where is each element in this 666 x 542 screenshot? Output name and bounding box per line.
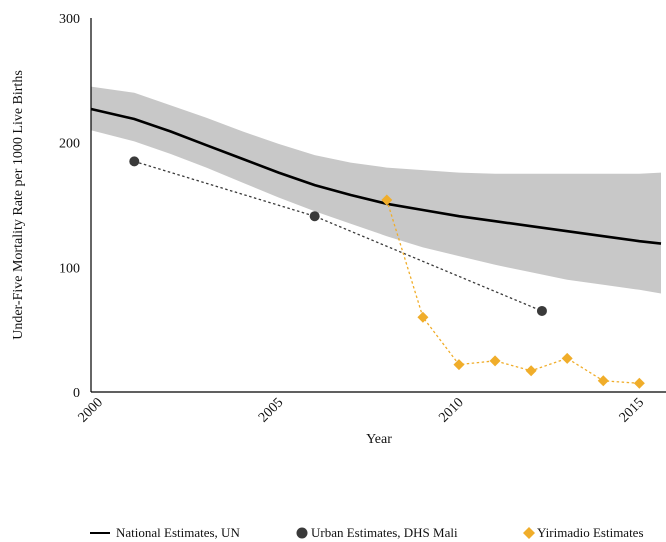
yirimadio-point — [453, 359, 465, 371]
yirimadio-point — [525, 365, 537, 377]
yirimadio-point — [489, 355, 501, 367]
legend-marker-urban — [296, 527, 308, 539]
yirimadio-point — [381, 194, 393, 206]
yirimadio-point — [561, 352, 573, 364]
x-tick-label: 2010 — [436, 395, 466, 425]
legend-label-yirimadio: Yirimadio Estimates — [537, 525, 644, 540]
y-tick-label: 300 — [59, 12, 80, 27]
yirimadio-point — [417, 311, 429, 323]
yirimadio-point — [597, 375, 609, 387]
y-tick-label: 100 — [59, 261, 80, 276]
y-tick-label: 0 — [73, 386, 80, 401]
y-axis-title: Under-Five Mortality Rate per 1000 Live … — [11, 70, 26, 340]
x-tick-label: 2005 — [256, 395, 286, 425]
legend-marker-yirimadio — [523, 527, 535, 539]
urban-point — [536, 305, 547, 316]
axes — [90, 18, 666, 393]
urban-point — [129, 156, 140, 167]
legend-label-urban: Urban Estimates, DHS Mali — [311, 525, 458, 540]
y-tick-label: 200 — [59, 137, 80, 152]
national-confidence-band — [91, 86, 661, 294]
confidence-band-layer — [91, 86, 661, 294]
yirimadio-estimates-line — [386, 199, 640, 384]
x-axis-title: Year — [366, 432, 392, 447]
series-markers — [129, 156, 645, 389]
x-tick-label: 2015 — [617, 395, 647, 425]
urban-point — [309, 211, 320, 222]
legend-label-national: National Estimates, UN — [116, 525, 240, 540]
legend: National Estimates, UN Urban Estimates, … — [90, 525, 644, 540]
yirimadio-point — [633, 377, 645, 389]
x-tick-label: 2000 — [76, 395, 106, 425]
